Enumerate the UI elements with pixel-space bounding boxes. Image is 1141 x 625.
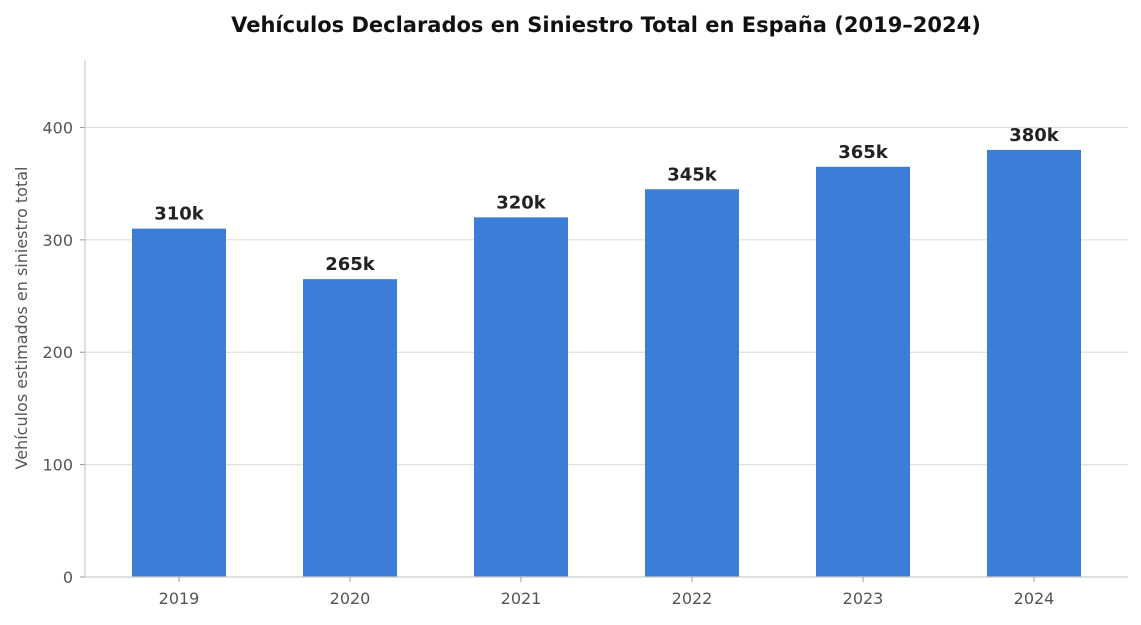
data-label: 320k [496, 192, 547, 213]
bar-2021 [474, 217, 568, 577]
y-axis-label: Vehículos estimados en siniestro total [12, 167, 31, 470]
bar-2022 [645, 189, 739, 577]
x-tick-label: 2019 [159, 589, 200, 608]
bar-2023 [816, 166, 910, 578]
bar-2024 [987, 149, 1081, 578]
y-tick-label: 400 [42, 118, 73, 137]
data-label: 380k [1009, 125, 1060, 146]
data-label: 345k [667, 164, 718, 185]
x-tick-label: 2022 [672, 589, 713, 608]
x-tick-label: 2023 [843, 589, 884, 608]
y-tick-label: 200 [42, 343, 73, 362]
y-tick-label: 0 [63, 568, 73, 587]
data-label: 265k [325, 254, 376, 275]
y-tick-label: 100 [42, 456, 73, 475]
x-tick-label: 2020 [330, 589, 371, 608]
bar-2020 [303, 279, 397, 577]
chart-title: Vehículos Declarados en Siniestro Total … [231, 13, 981, 37]
x-tick-label: 2024 [1014, 589, 1055, 608]
x-tick-label: 2021 [501, 589, 542, 608]
data-label: 365k [838, 142, 889, 163]
data-label: 310k [154, 204, 205, 225]
bar-2019 [132, 228, 226, 577]
y-tick-label: 300 [42, 231, 73, 250]
